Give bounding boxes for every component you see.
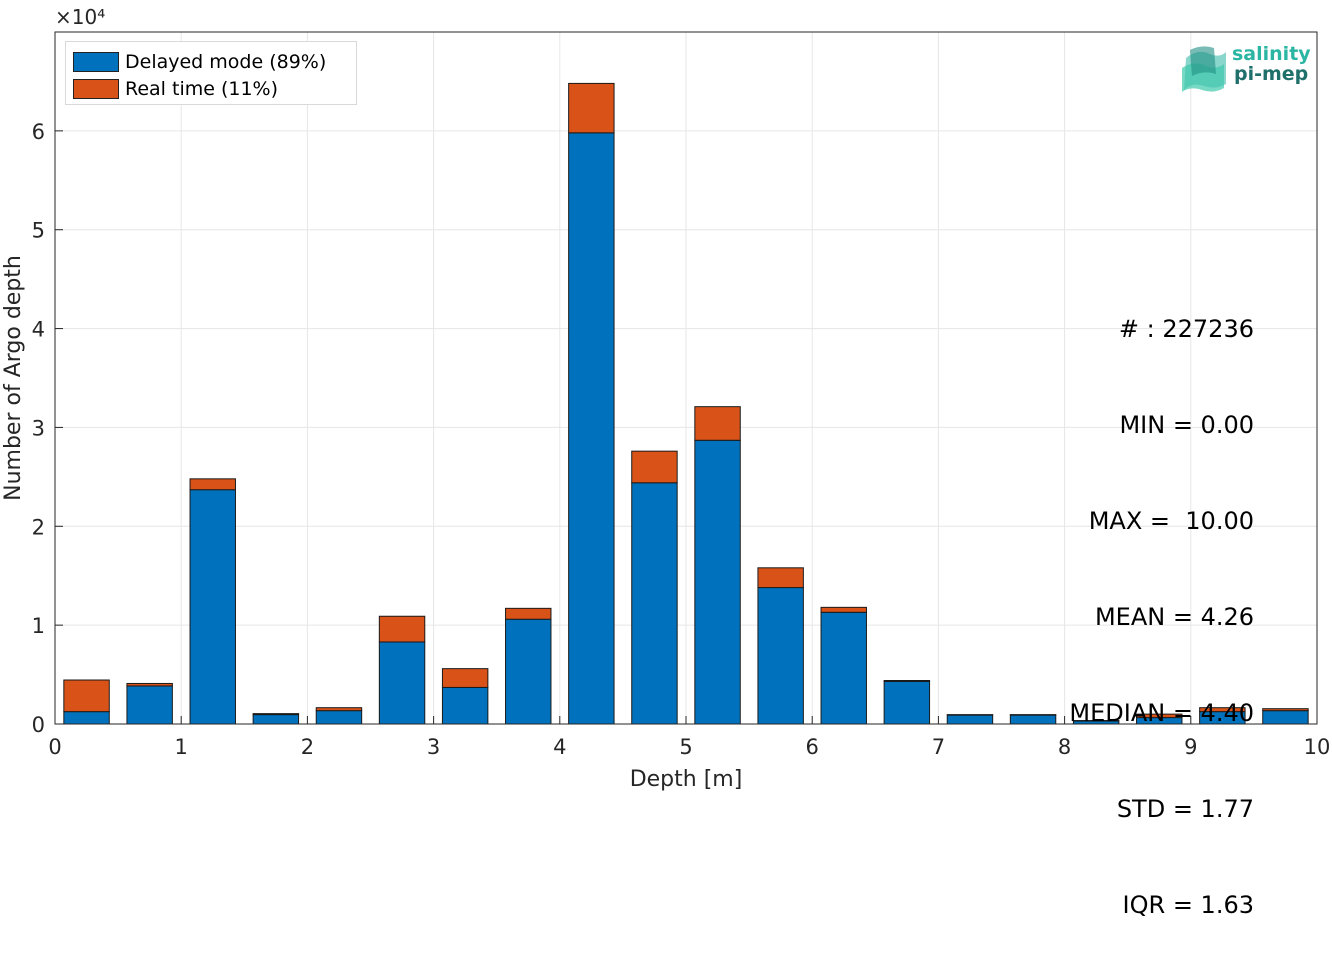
stat-min: MIN = 0.00: [1069, 409, 1254, 441]
bar-delayed-mode: [884, 681, 929, 724]
y-ticks: 0 1 2 3 4 5 6: [32, 120, 63, 737]
logo-text: salinity pi-mep: [1232, 44, 1311, 84]
bar-delayed-mode: [64, 712, 109, 724]
logo-text-pimep: pi-mep: [1234, 64, 1311, 84]
bar-delayed-mode: [632, 483, 677, 724]
y-tick-label: 3: [32, 416, 45, 440]
x-tick-label: 3: [427, 735, 440, 759]
bar-real-time: [127, 683, 172, 685]
legend-swatch-delayed: [73, 52, 119, 72]
bar-real-time: [569, 83, 614, 132]
statistics-box: # : 227236 MIN = 0.00 MAX = 10.00 MEAN =…: [1069, 249, 1254, 953]
y-tick-label: 4: [32, 318, 45, 342]
x-tick-label: 10: [1304, 735, 1331, 759]
bar-delayed-mode: [1263, 711, 1308, 724]
x-tick-label: 5: [679, 735, 692, 759]
bar-delayed-mode: [1010, 715, 1055, 724]
bar-delayed-mode: [506, 619, 551, 724]
legend-label-realtime: Real time (11%): [125, 78, 278, 100]
stat-iqr: IQR = 1.63: [1069, 889, 1254, 921]
bar-delayed-mode: [569, 133, 614, 724]
legend-label-delayed: Delayed mode (89%): [125, 51, 326, 73]
bar-delayed-mode: [190, 490, 235, 724]
legend: Delayed mode (89%) Real time (11%): [65, 41, 357, 105]
x-axis-label: Depth [m]: [630, 767, 743, 792]
bar-delayed-mode: [442, 687, 487, 724]
bar-real-time: [695, 407, 740, 441]
bar-delayed-mode: [316, 711, 361, 724]
bar-real-time: [821, 607, 866, 612]
y-tick-label: 1: [32, 614, 45, 638]
legend-item-realtime: Real time (11%): [73, 78, 278, 100]
bar-real-time: [1263, 709, 1308, 711]
bar-real-time: [506, 608, 551, 619]
x-tick-label: 0: [48, 735, 61, 759]
bar-real-time: [64, 680, 109, 712]
bar-delayed-mode: [695, 440, 740, 724]
stat-std: STD = 1.77: [1069, 793, 1254, 825]
bar-delayed-mode: [947, 715, 992, 724]
bar-real-time: [442, 669, 487, 688]
bar-real-time: [379, 616, 424, 642]
legend-item-delayed: Delayed mode (89%): [73, 51, 326, 73]
legend-swatch-realtime: [73, 79, 119, 99]
y-tick-label: 6: [32, 120, 45, 144]
bar-real-time: [884, 681, 929, 682]
logo-mark-icon: [1180, 44, 1228, 94]
bar-delayed-mode: [127, 686, 172, 724]
bar-real-time: [190, 479, 235, 490]
stat-count: # : 227236: [1069, 313, 1254, 345]
bar-delayed-mode: [821, 612, 866, 724]
bar-real-time: [253, 714, 298, 715]
y-tick-label: 0: [32, 713, 45, 737]
y-axis-exponent: ×10⁴: [55, 5, 105, 29]
salinity-pi-mep-logo: salinity pi-mep: [1180, 44, 1310, 94]
x-tick-label: 6: [806, 735, 819, 759]
y-axis-label: Number of Argo depth: [1, 255, 26, 501]
x-tick-label: 2: [301, 735, 314, 759]
x-tick-label: 4: [553, 735, 566, 759]
bar-delayed-mode: [758, 588, 803, 724]
x-tick-label: 1: [175, 735, 188, 759]
y-tick-label: 2: [32, 515, 45, 539]
stat-max: MAX = 10.00: [1069, 505, 1254, 537]
x-tick-label: 7: [932, 735, 945, 759]
bar-delayed-mode: [253, 715, 298, 724]
stat-median: MEDIAN = 4.40: [1069, 697, 1254, 729]
bar-real-time: [758, 568, 803, 588]
bar-real-time: [632, 451, 677, 483]
stat-mean: MEAN = 4.26: [1069, 601, 1254, 633]
y-tick-label: 5: [32, 219, 45, 243]
bar-real-time: [316, 708, 361, 711]
bar-delayed-mode: [379, 642, 424, 724]
logo-text-salinity: salinity: [1232, 44, 1311, 64]
